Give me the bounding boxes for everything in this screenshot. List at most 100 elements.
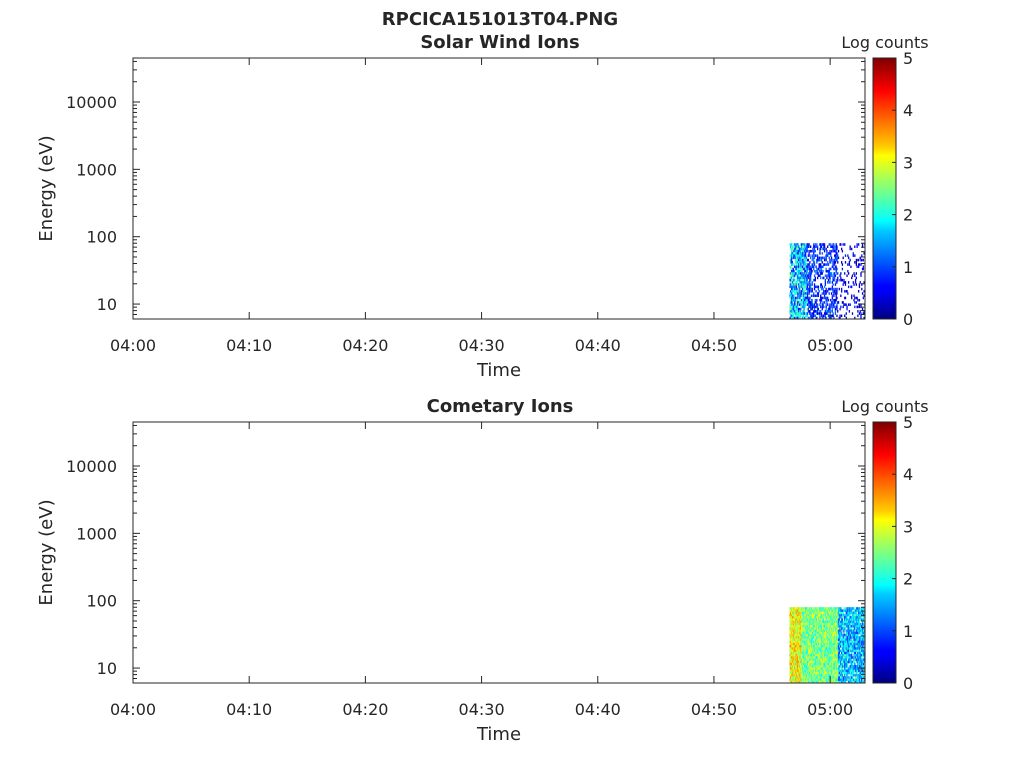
heatmap-cell [807, 616, 809, 619]
heatmap-cell [862, 258, 864, 262]
heatmap-cell [823, 669, 825, 673]
heatmap-cell [796, 620, 798, 624]
heatmap-cell [828, 656, 830, 659]
heatmap-cell [833, 622, 835, 626]
heatmap-cell [804, 314, 807, 318]
heatmap-cell [853, 649, 855, 653]
heatmap-cell [854, 676, 857, 679]
heatmap-cell [808, 645, 810, 648]
heatmap-cell [861, 638, 864, 641]
heatmap-cell [813, 287, 816, 291]
heatmap-cell [811, 636, 814, 639]
heatmap-cell [792, 269, 794, 273]
heatmap-cell [825, 660, 828, 664]
heatmap-cell [860, 633, 862, 637]
heatmap-cell [828, 629, 831, 633]
heatmap-cell [859, 625, 861, 628]
heatmap-cell [804, 296, 806, 300]
heatmap-cell [799, 283, 801, 286]
heatmap-cell [824, 640, 826, 644]
heatmap-cell [789, 676, 791, 679]
heatmap-cell [802, 296, 804, 300]
heatmap-cell [836, 618, 839, 621]
heatmap-cell [825, 618, 827, 621]
heatmap-cell [858, 305, 861, 309]
heatmap-cell [800, 620, 802, 624]
heatmap-cell [828, 292, 830, 295]
heatmap-cell [802, 310, 804, 313]
heatmap-cell [853, 638, 855, 641]
heatmap-cell [790, 314, 792, 318]
heatmap-cell [801, 674, 803, 677]
heatmap-cell [835, 636, 837, 639]
heatmap-cell [823, 249, 826, 253]
heatmap-cell [848, 620, 851, 624]
x-tick-label: 04:40 [575, 336, 621, 355]
heatmap-cell [854, 633, 856, 637]
heatmap-cell [854, 254, 856, 257]
heatmap-cell [800, 294, 802, 298]
heatmap-cell [815, 671, 818, 675]
heatmap-cell [843, 649, 845, 653]
heatmap-cell [851, 667, 854, 670]
heatmap-cell [854, 642, 856, 646]
heatmap-cell [811, 633, 813, 637]
heatmap-cell [801, 290, 803, 293]
heatmap-cell [801, 283, 804, 286]
heatmap-cell [794, 307, 796, 311]
heatmap-cell [806, 633, 808, 637]
heatmap-cell [847, 658, 850, 662]
heatmap-cell [835, 638, 837, 641]
heatmap-cell [816, 256, 819, 260]
heatmap-cell [851, 629, 854, 633]
heatmap-cell [858, 629, 861, 633]
heatmap-cell [827, 314, 830, 318]
heatmap-cell [801, 281, 803, 284]
heatmap-cell [804, 629, 806, 633]
heatmap-cell [807, 307, 809, 311]
heatmap-cell [858, 265, 860, 269]
heatmap-cell [816, 310, 818, 313]
heatmap-cell [840, 678, 843, 682]
heatmap-cell [811, 616, 814, 619]
heatmap-cell [826, 654, 828, 657]
heatmap-cell [834, 301, 837, 304]
heatmap-cell [811, 669, 813, 673]
heatmap-cell [830, 609, 832, 612]
heatmap-cell [858, 658, 861, 662]
heatmap-cell [798, 647, 800, 650]
heatmap-cell [839, 669, 841, 673]
heatmap-cell [823, 263, 825, 266]
heatmap-cell [823, 633, 825, 637]
heatmap-cell [832, 640, 834, 644]
heatmap-cell [799, 307, 801, 311]
heatmap-cell [815, 265, 817, 269]
heatmap-cell [805, 651, 808, 655]
heatmap-cell [805, 678, 808, 682]
heatmap-cell [860, 665, 862, 668]
heatmap-cell [820, 671, 822, 675]
heatmap-cell [856, 620, 858, 624]
heatmap-cell [818, 633, 820, 637]
heatmap-cell [799, 276, 801, 280]
heatmap-cell [860, 638, 862, 641]
heatmap-cell [824, 636, 826, 639]
heatmap-cell [825, 627, 827, 630]
heatmap-cell [813, 627, 815, 630]
heatmap-cell [829, 660, 832, 664]
heatmap-cell [791, 609, 793, 612]
heatmap-cell [835, 607, 838, 610]
heatmap-cell [803, 310, 805, 313]
heatmap-cell [818, 642, 821, 646]
heatmap-cell [796, 310, 798, 313]
heatmap-cell [804, 249, 806, 253]
heatmap-cell [835, 640, 837, 644]
heatmap-cell [801, 287, 804, 291]
heatmap-cell [801, 312, 804, 315]
heatmap-cell [804, 618, 806, 621]
heatmap-cell [811, 622, 814, 626]
heatmap-cell [800, 249, 802, 253]
heatmap-cell [827, 676, 829, 679]
heatmap-cell [831, 658, 833, 662]
heatmap-cell [811, 647, 814, 650]
